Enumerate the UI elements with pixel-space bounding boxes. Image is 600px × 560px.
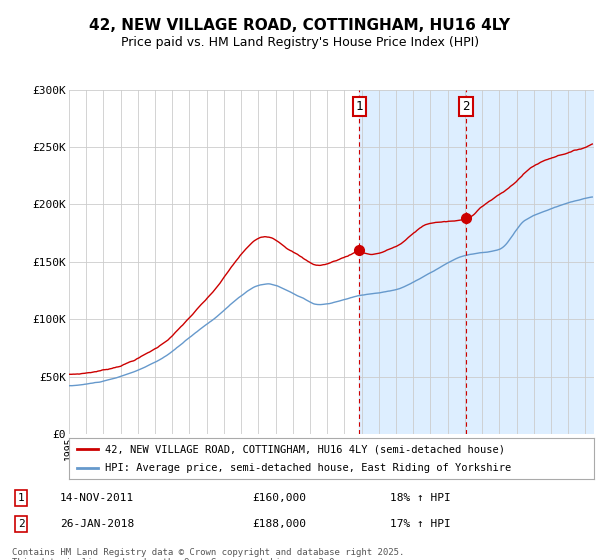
Text: HPI: Average price, semi-detached house, East Riding of Yorkshire: HPI: Average price, semi-detached house,… [105, 463, 511, 473]
Text: 1: 1 [17, 493, 25, 503]
Text: 2: 2 [463, 100, 470, 113]
Text: 42, NEW VILLAGE ROAD, COTTINGHAM, HU16 4LY (semi-detached house): 42, NEW VILLAGE ROAD, COTTINGHAM, HU16 4… [105, 445, 505, 454]
Text: 17% ↑ HPI: 17% ↑ HPI [390, 519, 451, 529]
Text: £160,000: £160,000 [252, 493, 306, 503]
Text: Price paid vs. HM Land Registry's House Price Index (HPI): Price paid vs. HM Land Registry's House … [121, 36, 479, 49]
Text: 14-NOV-2011: 14-NOV-2011 [60, 493, 134, 503]
Text: 42, NEW VILLAGE ROAD, COTTINGHAM, HU16 4LY: 42, NEW VILLAGE ROAD, COTTINGHAM, HU16 4… [89, 18, 511, 33]
Text: 1: 1 [356, 100, 363, 113]
Text: Contains HM Land Registry data © Crown copyright and database right 2025.
This d: Contains HM Land Registry data © Crown c… [12, 548, 404, 560]
Text: 18% ↑ HPI: 18% ↑ HPI [390, 493, 451, 503]
Text: 2: 2 [17, 519, 25, 529]
Bar [359, 90, 594, 434]
Text: 26-JAN-2018: 26-JAN-2018 [60, 519, 134, 529]
Text: £188,000: £188,000 [252, 519, 306, 529]
